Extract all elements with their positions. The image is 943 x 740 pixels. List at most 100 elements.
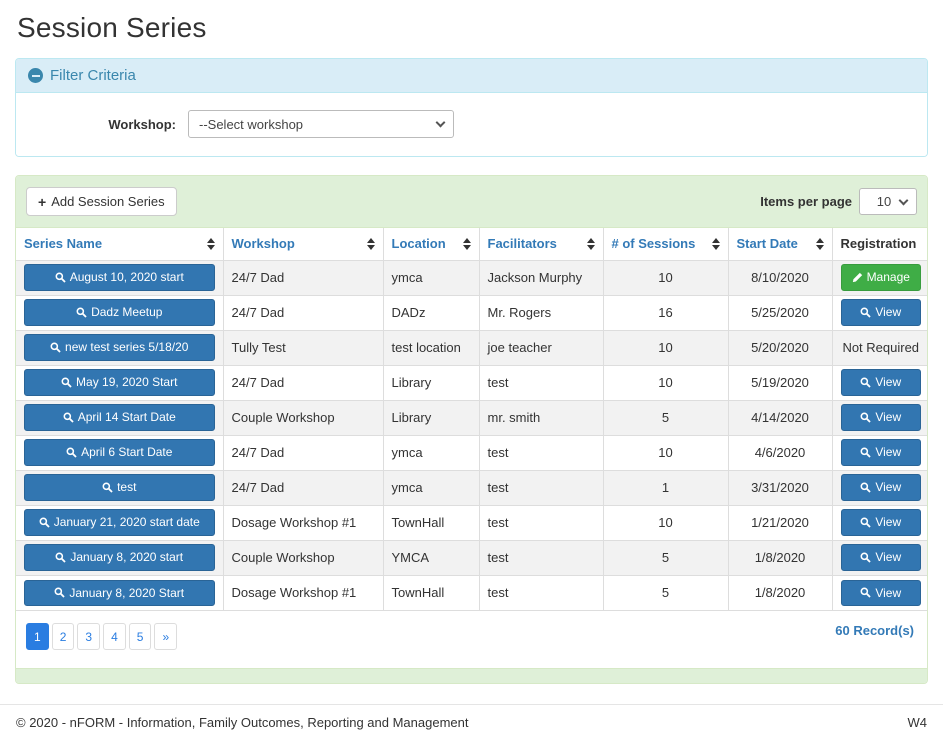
pagination-page-4[interactable]: 4 xyxy=(103,623,126,650)
pagination-row: 1 2 3 4 5» 60 Record(s) xyxy=(16,610,927,668)
view-registration-button[interactable]: View xyxy=(840,474,921,501)
series-name-button[interactable]: April 6 Start Date xyxy=(24,439,215,466)
cell-start-date: 5/19/2020 xyxy=(728,364,833,400)
series-name-button[interactable]: Dadz Meetup xyxy=(24,299,215,326)
site-footer: © 2020 - nFORM - Information, Family Out… xyxy=(0,705,943,740)
pagination-next-button[interactable]: » xyxy=(154,623,178,650)
search-icon xyxy=(860,587,872,598)
search-icon xyxy=(860,307,872,318)
cell-facilitators: test xyxy=(479,574,604,610)
table-row: January 21, 2020 start date Dosage Worksh… xyxy=(16,504,927,540)
search-icon xyxy=(55,552,67,563)
cell-facilitators: test xyxy=(479,469,604,505)
filter-criteria-panel: Filter Criteria Workshop: --Select works… xyxy=(15,58,928,157)
cell-start-date: 4/6/2020 xyxy=(728,434,833,470)
view-registration-button[interactable]: View xyxy=(840,439,921,466)
column-header-registration: Registration xyxy=(832,228,927,261)
cell-sessions: 1 xyxy=(603,469,729,505)
column-header-workshop[interactable]: Workshop xyxy=(223,228,384,261)
cell-location: ymca xyxy=(383,259,480,295)
cell-start-date: 1/8/2020 xyxy=(728,539,833,575)
view-registration-button[interactable]: View xyxy=(840,509,921,536)
pagination-page-1[interactable]: 1 xyxy=(26,623,49,650)
view-registration-button[interactable]: View xyxy=(840,369,921,396)
cell-series-name: new test series 5/18/20 xyxy=(16,329,224,365)
manage-registration-button[interactable]: Manage xyxy=(840,264,921,291)
pagination-page-3[interactable]: 3 xyxy=(77,623,101,650)
cell-registration: View xyxy=(832,574,927,610)
column-label: Facilitators xyxy=(487,236,557,252)
search-icon xyxy=(860,447,872,458)
session-series-table: Series Name Workshop Location Facilitators #… xyxy=(16,228,927,610)
sort-icon xyxy=(462,237,471,250)
filter-criteria-header[interactable]: Filter Criteria xyxy=(16,59,927,93)
cell-sessions: 10 xyxy=(603,329,729,365)
cell-registration: View xyxy=(832,434,927,470)
pagination: 1 2 3 4 5» xyxy=(26,623,180,650)
series-name-button[interactable]: January 21, 2020 start date xyxy=(24,509,215,536)
cell-location: ymca xyxy=(383,469,480,505)
table-row: test 24/7 Dad ymca test 1 3/31/2020 View xyxy=(16,469,927,505)
view-registration-button[interactable]: View xyxy=(840,299,921,326)
search-icon xyxy=(860,552,872,563)
panel-footer-strip xyxy=(16,668,927,683)
column-header-start-date[interactable]: Start Date xyxy=(728,228,833,261)
column-header-series-name[interactable]: Series Name xyxy=(16,228,224,261)
cell-workshop: Couple Workshop xyxy=(223,399,384,435)
series-name-button[interactable]: January 8, 2020 Start xyxy=(24,579,215,606)
items-per-page-select[interactable]: 10 xyxy=(859,188,917,215)
view-registration-button[interactable]: View xyxy=(840,579,921,606)
table-row: January 8, 2020 start Couple Workshop YMCA… xyxy=(16,539,927,575)
series-name-button[interactable]: new test series 5/18/20 xyxy=(24,334,215,361)
cell-series-name: January 8, 2020 Start xyxy=(16,574,224,610)
cell-location: Library xyxy=(383,364,480,400)
cell-facilitators: Mr. Rogers xyxy=(479,294,604,330)
column-label: # of Sessions xyxy=(611,236,696,252)
cell-series-name: August 10, 2020 start xyxy=(16,259,224,295)
series-name-button[interactable]: August 10, 2020 start xyxy=(24,264,215,291)
pagination-page-2[interactable]: 2 xyxy=(51,623,75,650)
view-registration-button[interactable]: View xyxy=(840,544,921,571)
cell-sessions: 10 xyxy=(603,259,729,295)
table-row: May 19, 2020 Start 24/7 Dad Library test 10 5… xyxy=(16,364,927,400)
cell-sessions: 5 xyxy=(603,399,729,435)
search-icon xyxy=(76,307,87,318)
table-toolbar: + Add Session Series Items per page 10 xyxy=(16,176,927,228)
cell-workshop: 24/7 Dad xyxy=(223,259,384,295)
footer-divider xyxy=(0,704,943,705)
cell-series-name: May 19, 2020 Start xyxy=(16,364,224,400)
pencil-icon xyxy=(852,272,862,283)
sort-icon xyxy=(206,237,215,250)
column-label: Start Date xyxy=(736,236,798,252)
workshop-select[interactable]: --Select workshop xyxy=(188,110,454,138)
cell-series-name: April 6 Start Date xyxy=(16,434,224,470)
cell-workshop: 24/7 Dad xyxy=(223,469,384,505)
pagination-page-5[interactable]: 5 xyxy=(128,623,152,650)
series-name-button[interactable]: January 8, 2020 start xyxy=(24,544,215,571)
series-name-button[interactable]: test xyxy=(24,474,215,501)
cell-location: DADz xyxy=(383,294,480,330)
cell-registration: View xyxy=(832,539,927,575)
series-name-button[interactable]: May 19, 2020 Start xyxy=(24,369,215,396)
cell-location: test location xyxy=(383,329,480,365)
cell-registration: View xyxy=(832,294,927,330)
cell-facilitators: Jackson Murphy xyxy=(479,259,604,295)
column-header-location[interactable]: Location xyxy=(383,228,480,261)
cell-registration: View xyxy=(832,399,927,435)
column-header-of-sessions[interactable]: # of Sessions xyxy=(603,228,729,261)
search-icon xyxy=(39,517,50,528)
filter-criteria-body: Workshop: --Select workshop xyxy=(16,93,927,156)
cell-start-date: 5/25/2020 xyxy=(728,294,833,330)
cell-facilitators: test xyxy=(479,504,604,540)
cell-start-date: 3/31/2020 xyxy=(728,469,833,505)
cell-registration: Manage xyxy=(832,259,927,295)
search-icon xyxy=(54,587,66,598)
table-row: April 14 Start Date Couple Workshop Librar… xyxy=(16,399,927,435)
search-icon xyxy=(860,517,872,528)
minus-circle-icon xyxy=(28,68,43,83)
add-session-series-button[interactable]: + Add Session Series xyxy=(26,187,177,216)
column-header-facilitators[interactable]: Facilitators xyxy=(479,228,604,261)
table-row: April 6 Start Date 24/7 Dad ymca test 10 4/6/… xyxy=(16,434,927,470)
series-name-button[interactable]: April 14 Start Date xyxy=(24,404,215,431)
view-registration-button[interactable]: View xyxy=(840,404,921,431)
